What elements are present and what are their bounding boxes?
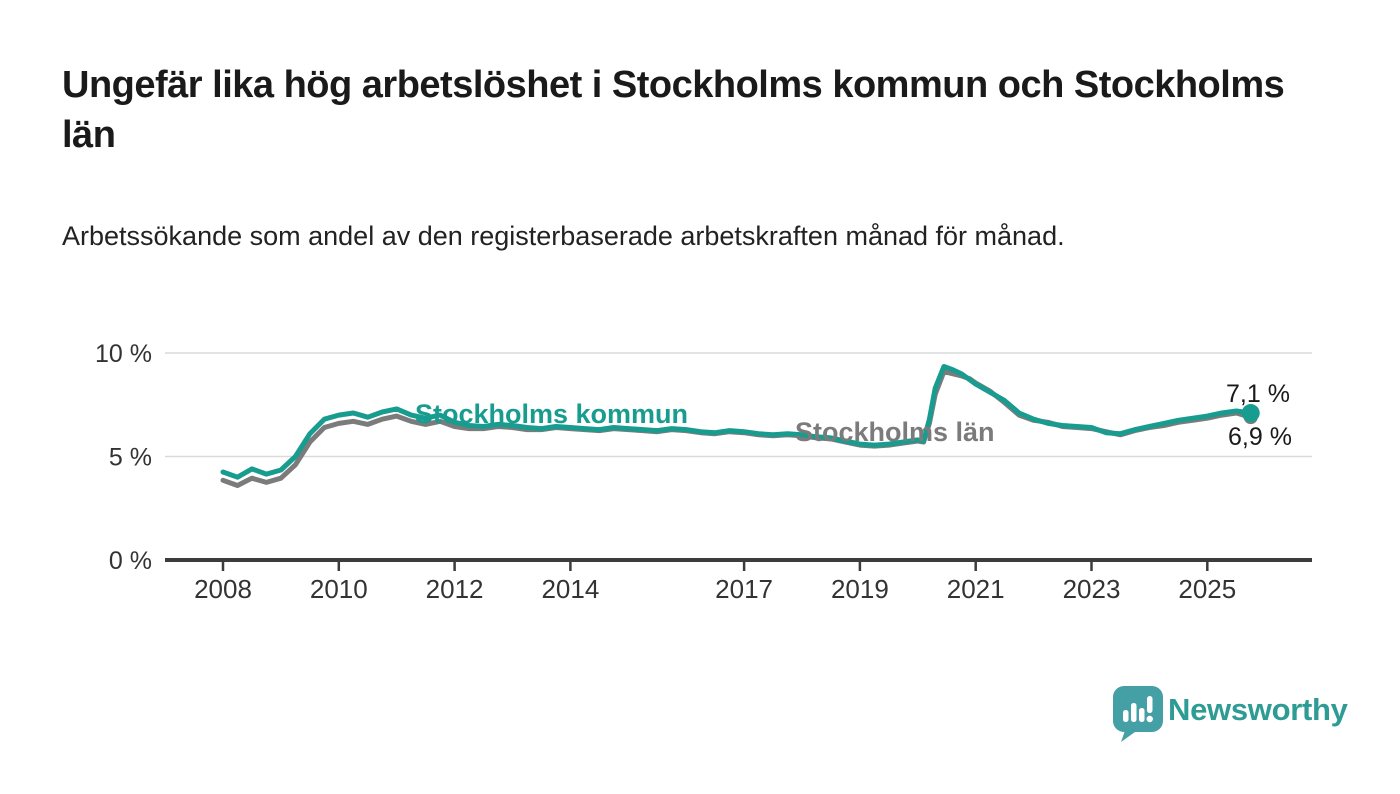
x-tick-label: 2019 (831, 574, 889, 604)
x-tick-label: 2025 (1178, 574, 1236, 604)
series-label-stockholms-kommun: Stockholms kommun (415, 399, 689, 429)
x-tick-label: 2008 (194, 574, 252, 604)
x-tick-label: 2010 (310, 574, 368, 604)
y-tick-label: 5 % (109, 444, 152, 472)
x-tick-label: 2012 (426, 574, 484, 604)
chart-subtitle: Arbetssökande som andel av den registerb… (62, 221, 1065, 251)
x-tick-label: 2021 (947, 574, 1005, 604)
newsworthy-logo-icon (1113, 686, 1163, 742)
y-tick-label: 0 % (109, 547, 152, 575)
y-tick-label: 10 % (95, 340, 152, 368)
x-tick-label: 2014 (541, 574, 599, 604)
page-title: Ungefär lika hög arbetslöshet i Stockhol… (62, 64, 1285, 156)
series-label-stockholms-lan: Stockholms län (795, 417, 995, 447)
x-tick-label: 2017 (715, 574, 773, 604)
brand-wordmark: Newsworthy (1168, 692, 1348, 727)
series-end-dot-kommun (1241, 404, 1260, 423)
end-value-label-lan: 6,9 % (1228, 423, 1292, 451)
end-value-label-kommun: 7,1 % (1226, 380, 1290, 408)
x-tick-label: 2023 (1063, 574, 1121, 604)
series-line-kommun (220, 364, 1254, 480)
